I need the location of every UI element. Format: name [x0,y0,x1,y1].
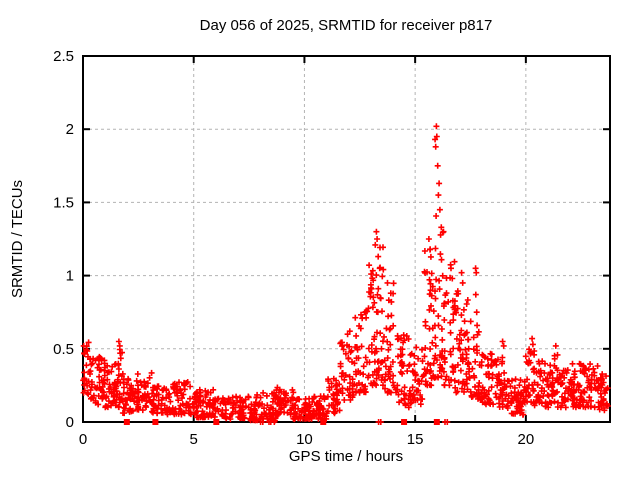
y-tick-label: 0 [66,414,74,431]
y-tick-label: 1 [66,268,74,285]
gap-marker-square [123,419,130,425]
gap-marker-square [213,419,220,425]
x-tick-label: 20 [518,431,535,448]
y-tick-label: 0.5 [53,341,74,358]
chart-title: Day 056 of 2025, SRMTID for receiver p81… [200,17,493,34]
gap-marker-square [320,419,327,425]
x-tick-label: 10 [296,431,313,448]
x-tick-label: 15 [407,431,424,448]
tick-labels: 0 5 10 15 20 0 0.5 1 1.5 2 2.5 [53,48,534,448]
y-axis-label: SRMTID / TECUs [9,180,26,298]
x-tick-label: 5 [190,431,198,448]
data-points [80,123,611,425]
x-axis-label: GPS time / hours [289,448,403,465]
grid-lines [83,56,610,422]
y-tick-label: 2 [66,121,74,138]
plot-border [82,55,611,423]
axes [82,55,611,423]
gap-marker-square [152,419,159,425]
gap-marker-square [433,419,440,425]
y-tick-label: 2.5 [53,48,74,65]
y-tick-label: 1.5 [53,194,74,211]
x-tick-label: 0 [79,431,87,448]
gap-marker-square [401,419,408,425]
scatter-plus-markers [80,123,611,425]
